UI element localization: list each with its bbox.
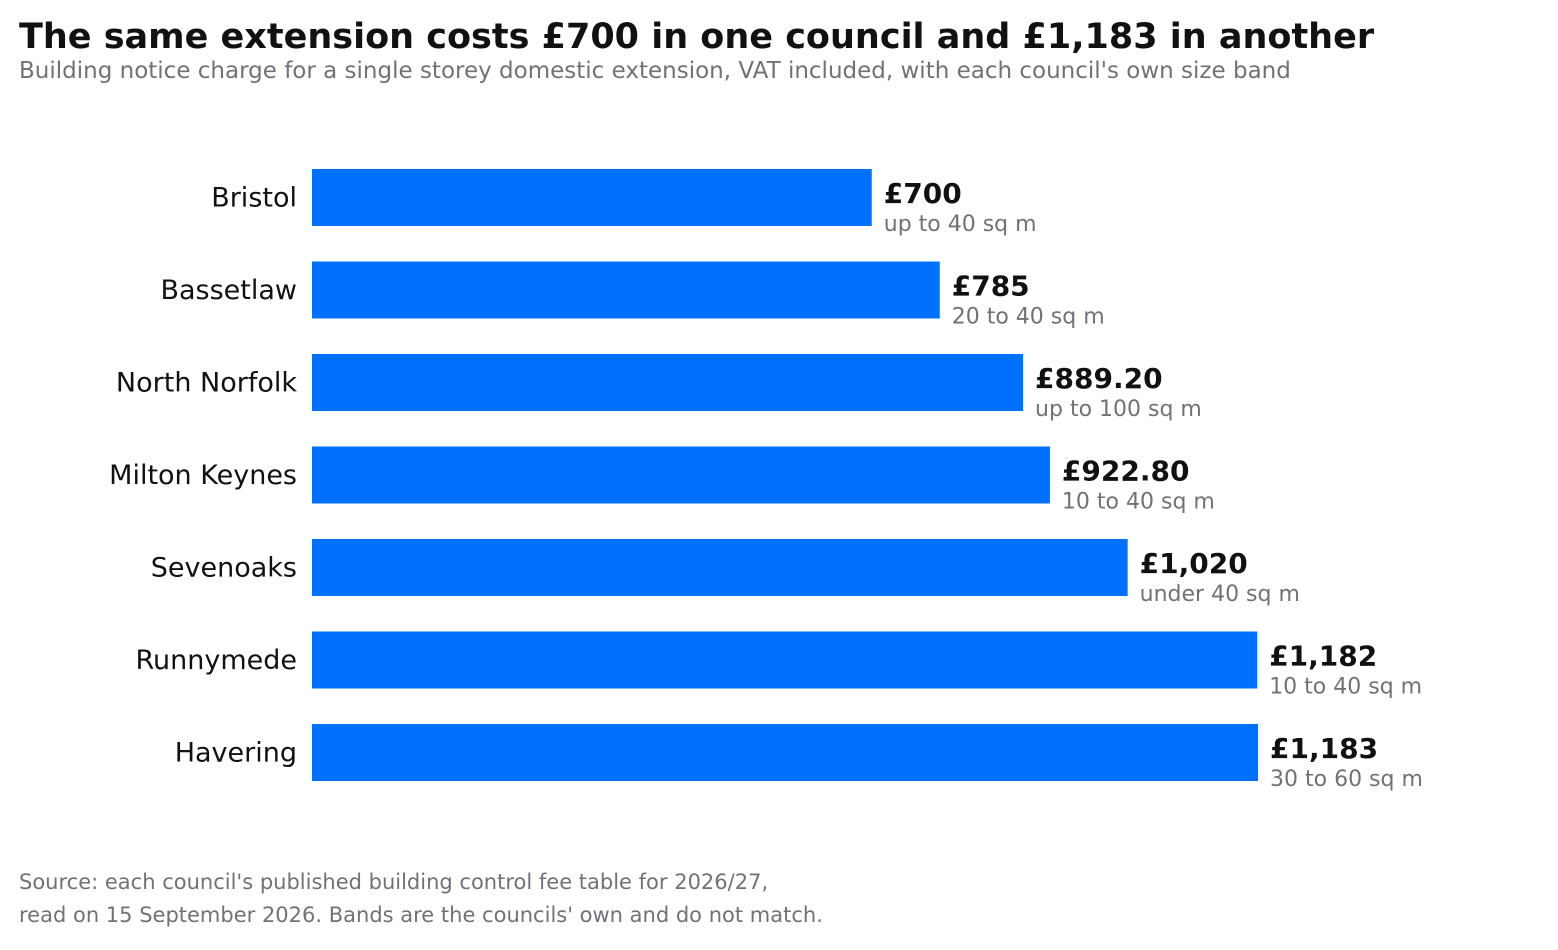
value-label: £1,182: [1269, 640, 1377, 673]
chart-subtitle: Building notice charge for a single stor…: [19, 58, 1291, 84]
source-line-1: Source: each council's published buildin…: [19, 870, 769, 894]
value-label: £889.20: [1035, 362, 1163, 395]
category-label: Havering: [175, 738, 297, 769]
band-label: up to 40 sq m: [884, 212, 1037, 237]
category-label: Bassetlaw: [160, 275, 297, 306]
band-label: 30 to 60 sq m: [1270, 767, 1423, 792]
value-label: £1,020: [1140, 547, 1248, 580]
bar: [312, 354, 1024, 411]
band-label: up to 100 sq m: [1035, 397, 1202, 422]
bar: [312, 539, 1128, 596]
value-label: £1,183: [1270, 732, 1378, 765]
category-label: Bristol: [211, 183, 297, 214]
category-label: North Norfolk: [116, 368, 297, 399]
bar: [312, 261, 940, 319]
value-label: £922.80: [1062, 455, 1190, 488]
band-label: under 40 sq m: [1140, 582, 1300, 607]
bar: [312, 446, 1050, 504]
chart-title: The same extension costs £700 in one cou…: [19, 17, 1375, 57]
source-note: Source: each council's published buildin…: [19, 866, 823, 932]
bar: [312, 169, 872, 226]
value-label: £700: [884, 177, 962, 210]
band-label: 20 to 40 sq m: [952, 305, 1105, 330]
bar: [312, 724, 1258, 781]
category-label: Sevenoaks: [151, 553, 297, 584]
category-label: Milton Keynes: [109, 460, 297, 491]
source-line-2: read on 15 September 2026. Bands are the…: [19, 903, 823, 927]
band-label: 10 to 40 sq m: [1269, 675, 1422, 700]
bar: [312, 631, 1258, 689]
value-label: £785: [952, 270, 1030, 303]
band-label: 10 to 40 sq m: [1062, 490, 1215, 515]
category-label: Runnymede: [135, 645, 297, 676]
